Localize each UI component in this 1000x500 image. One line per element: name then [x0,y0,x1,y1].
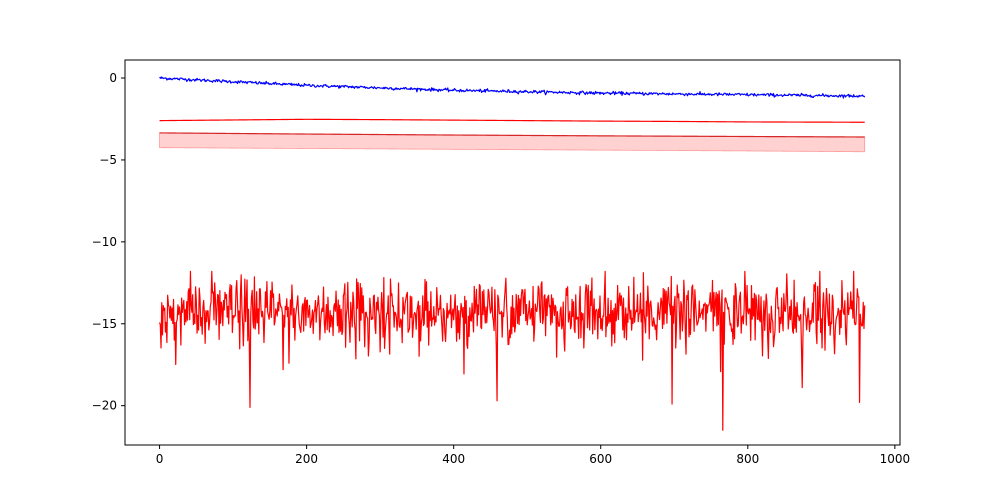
plot-frame [124,59,901,446]
y-tick-label: 0 [109,71,117,85]
series-line-2 [159,132,865,138]
series-line-0 [159,76,866,99]
x-tick-label: 600 [589,452,612,466]
x-tick-label: 1000 [880,452,911,466]
y-tick-label: −20 [92,399,117,413]
x-tick-label: 400 [442,452,465,466]
series-line-3 [158,270,866,431]
series-layer [158,76,866,431]
y-tick-label: −15 [92,317,117,331]
y-tick-label: −10 [92,235,117,249]
x-axis: 0 200 400 600 800 1000 [156,445,910,466]
y-axis: 0 −5 −10 −15 −20 [92,71,125,413]
x-tick-label: 800 [736,452,759,466]
plot-area [124,59,901,446]
y-tick-label: −5 [99,153,117,167]
x-tick-label: 0 [156,452,164,466]
series-line-1 [159,118,865,123]
x-tick-label: 200 [295,452,318,466]
